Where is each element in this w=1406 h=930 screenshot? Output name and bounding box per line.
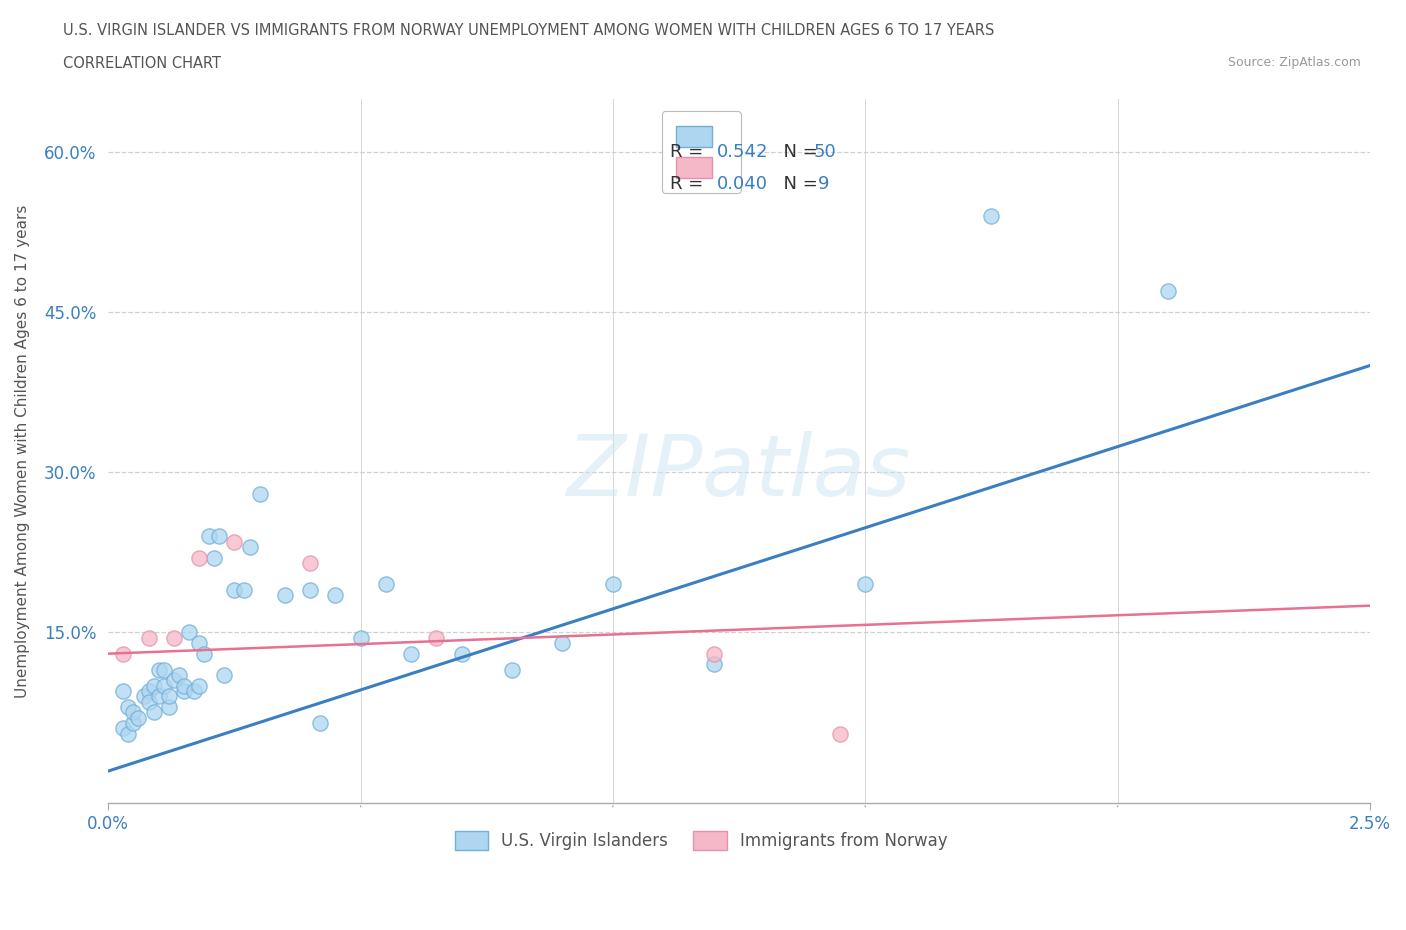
Point [224, 534, 246, 549]
Point [117, 699, 139, 714]
Text: N =: N = [772, 143, 823, 161]
Point [703, 657, 725, 671]
Point [551, 635, 574, 650]
Point [138, 631, 160, 645]
Point [853, 577, 876, 591]
Point [112, 646, 135, 661]
Text: U.S. VIRGIN ISLANDER VS IMMIGRANTS FROM NORWAY UNEMPLOYMENT AMONG WOMEN WITH CHI: U.S. VIRGIN ISLANDER VS IMMIGRANTS FROM … [63, 23, 994, 38]
Point [183, 684, 205, 698]
Point [157, 699, 180, 714]
Point [148, 662, 170, 677]
Point [177, 625, 200, 640]
Text: R =: R = [671, 176, 710, 193]
Point [602, 577, 624, 591]
Text: 50: 50 [814, 143, 837, 161]
Text: ZIPatlas: ZIPatlas [567, 431, 911, 513]
Y-axis label: Unemployment Among Women with Children Ages 6 to 17 years: Unemployment Among Women with Children A… [15, 205, 30, 698]
Point [980, 208, 1002, 223]
Text: R =: R = [671, 143, 710, 161]
Point [173, 678, 195, 693]
Point [399, 646, 422, 661]
Point [202, 551, 225, 565]
Point [148, 689, 170, 704]
Point [112, 684, 135, 698]
Point [214, 668, 236, 683]
Point [703, 646, 725, 661]
Point [274, 588, 297, 603]
Point [425, 631, 447, 645]
Point [208, 529, 231, 544]
Point [138, 695, 160, 710]
Point [349, 631, 371, 645]
Text: N =: N = [772, 176, 823, 193]
Point [828, 726, 851, 741]
Text: CORRELATION CHART: CORRELATION CHART [63, 56, 221, 71]
Point [450, 646, 472, 661]
Point [374, 577, 396, 591]
Point [198, 529, 221, 544]
Point [152, 662, 174, 677]
Point [188, 635, 211, 650]
Point [188, 678, 211, 693]
Point [238, 539, 260, 554]
Text: Source: ZipAtlas.com: Source: ZipAtlas.com [1227, 56, 1361, 69]
Point [127, 711, 149, 725]
Point [112, 721, 135, 736]
Point [1157, 284, 1180, 299]
Point [138, 684, 160, 698]
Point [193, 646, 215, 661]
Point [249, 486, 271, 501]
Point [152, 678, 174, 693]
Text: 0.542: 0.542 [717, 143, 768, 161]
Point [163, 631, 186, 645]
Point [309, 715, 332, 730]
Point [323, 588, 346, 603]
Point [122, 705, 145, 720]
Point [132, 689, 155, 704]
Point [142, 705, 165, 720]
Text: 0.040: 0.040 [717, 176, 768, 193]
Point [224, 582, 246, 597]
Point [122, 715, 145, 730]
Point [163, 673, 186, 688]
Point [188, 551, 211, 565]
Legend: U.S. Virgin Islanders, Immigrants from Norway: U.S. Virgin Islanders, Immigrants from N… [447, 822, 956, 858]
Point [117, 726, 139, 741]
Point [299, 582, 322, 597]
Text: 9: 9 [818, 176, 830, 193]
Point [501, 662, 523, 677]
Point [142, 678, 165, 693]
Point [173, 684, 195, 698]
Point [157, 689, 180, 704]
Point [233, 582, 256, 597]
Point [299, 555, 322, 570]
Point [167, 668, 190, 683]
